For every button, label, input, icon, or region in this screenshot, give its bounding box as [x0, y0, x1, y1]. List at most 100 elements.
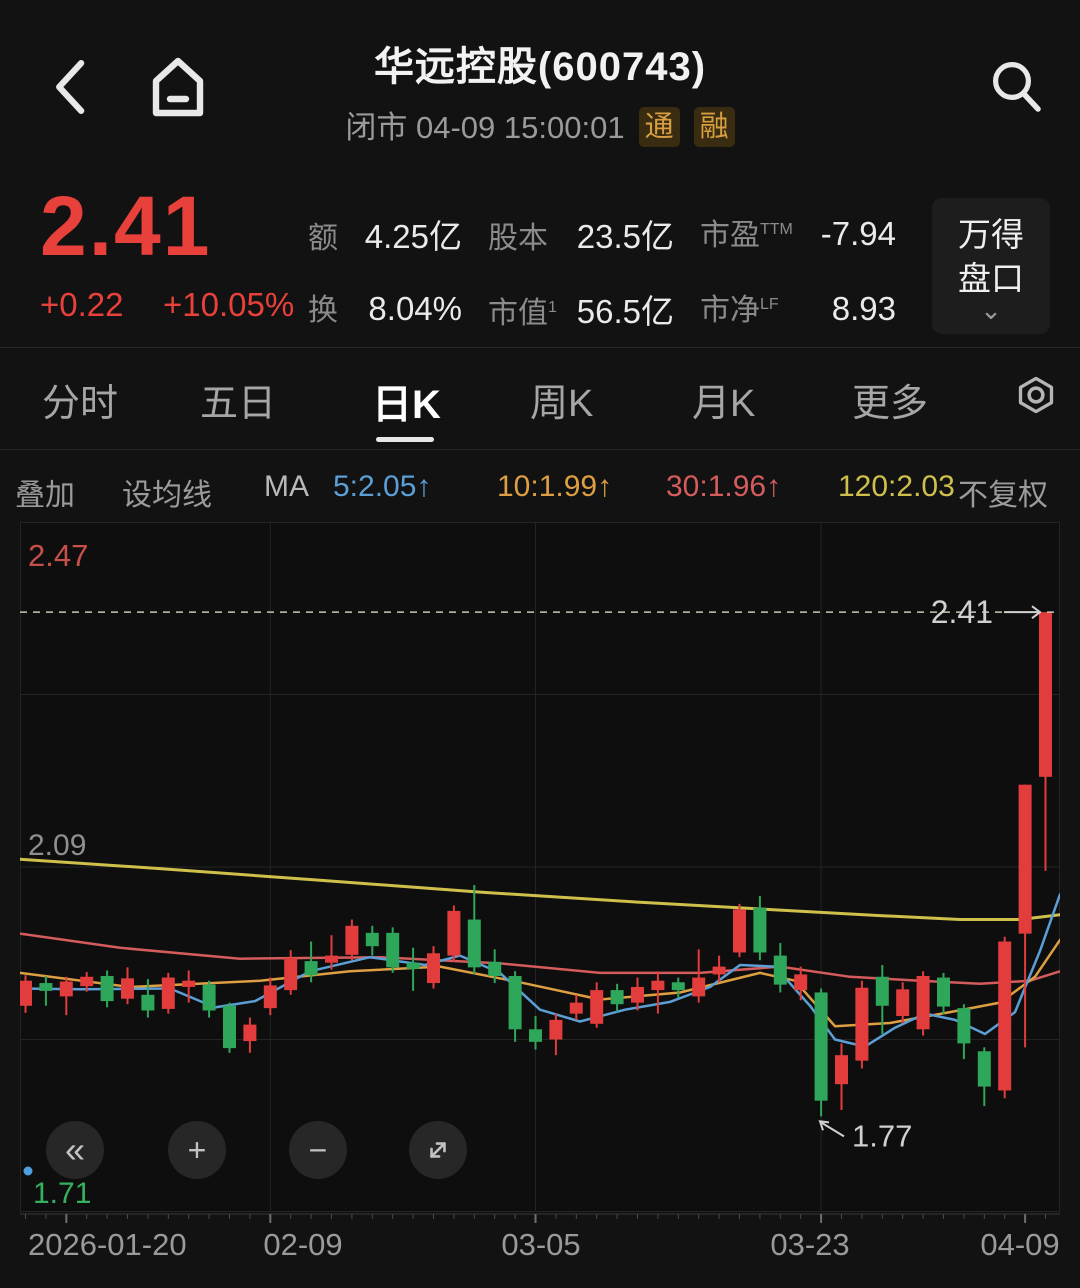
- candle-body: [223, 1005, 236, 1049]
- candle-body: [406, 962, 420, 969]
- tab-daily-k[interactable]: 日K: [372, 372, 441, 430]
- market-status: 闭市 04-09 15:00:01 通融: [0, 102, 1080, 147]
- tab-minute[interactable]: 分时: [42, 372, 118, 427]
- candle-body: [733, 909, 746, 953]
- last-price: 2.41: [40, 179, 212, 273]
- tab-more[interactable]: 更多: [852, 372, 928, 427]
- candle-body: [814, 992, 828, 1101]
- ma5-value: 5:2.05↑: [333, 470, 432, 503]
- candle-body: [447, 910, 461, 956]
- candle-body: [141, 994, 155, 1011]
- tab-5day[interactable]: 五日: [200, 372, 276, 427]
- candle-body: [794, 974, 808, 991]
- candle-body: [753, 907, 767, 953]
- kline-chart[interactable]: 2.41 2.47 2.09 1.77 1.71 2026-01-20 02-09 03-05…: [20, 522, 1060, 1267]
- candle-body: [671, 982, 685, 991]
- wande-line2: 盘口: [958, 260, 1024, 297]
- ma120-left-label: 2.09: [28, 829, 86, 862]
- low-arrow: [820, 1121, 845, 1138]
- date-label: 02-09: [263, 1227, 342, 1262]
- zoom-in-button[interactable]: +: [168, 1121, 226, 1179]
- candle-body: [284, 957, 298, 991]
- search-button[interactable]: [986, 56, 1046, 118]
- search-icon: [993, 61, 1041, 112]
- kline-settings-icon: [1018, 376, 1054, 414]
- candle-body: [121, 978, 134, 999]
- stat-amount: 额 4.25亿: [308, 218, 462, 255]
- candle-body: [345, 925, 359, 955]
- price-change-percent: +10.05%: [163, 286, 295, 323]
- candle-body: [590, 990, 604, 1024]
- candle-body: [508, 975, 522, 1030]
- candle-body: [977, 1051, 991, 1087]
- stat-market-cap: 市值1 56.5亿: [488, 293, 674, 330]
- price-change: +0.22: [40, 286, 124, 323]
- rewind-button[interactable]: «: [46, 1121, 104, 1179]
- candle-body: [549, 1019, 563, 1040]
- candle-body: [427, 953, 440, 984]
- market-status-text: 闭市 04-09 15:00:01: [345, 110, 625, 145]
- candle-body: [80, 976, 94, 987]
- overlay-button[interactable]: 叠加: [15, 470, 75, 514]
- candle-body: [263, 985, 277, 1009]
- low-annotation-label: 1.77: [852, 1118, 912, 1153]
- period-high-label: 2.47: [28, 538, 88, 573]
- wande-line1: 万得: [958, 216, 1024, 253]
- arrow-left-icon: [818, 1120, 830, 1131]
- wande-order-book-button[interactable]: 万得 盘口 ⌄: [932, 198, 1050, 334]
- plus-icon: +: [187, 1131, 207, 1168]
- candle-body: [569, 1002, 583, 1014]
- back-chevron-icon: [56, 59, 85, 114]
- candle-body: [386, 932, 400, 968]
- candle-body: [937, 977, 950, 1007]
- candle-body: [692, 977, 706, 997]
- badge-tong[interactable]: 通: [638, 107, 680, 147]
- ma-line-ma30: [20, 932, 1060, 986]
- candle-body: [916, 975, 930, 1030]
- expand-icon: [430, 1142, 446, 1158]
- back-button[interactable]: [48, 52, 96, 124]
- candle-body: [651, 980, 665, 991]
- badge-rong[interactable]: 融: [693, 107, 735, 147]
- candle-body: [998, 941, 1012, 1091]
- candle-body: [20, 980, 32, 1006]
- candle-body: [161, 977, 175, 1009]
- home-icon: [152, 57, 204, 116]
- stat-shares: 股本 23.5亿: [488, 218, 674, 255]
- rewind-icon: «: [64, 1129, 86, 1170]
- candle-body: [1018, 784, 1032, 934]
- ma30-value: 30:1.96↑: [666, 470, 782, 503]
- current-price-label: 2.41: [931, 594, 993, 630]
- candle-body: [39, 983, 53, 991]
- candle-body: [182, 980, 196, 987]
- active-tab-underline: [376, 437, 434, 442]
- expand-button[interactable]: [409, 1121, 467, 1179]
- candle-body: [610, 990, 624, 1005]
- ma120-value: 120:2.03: [838, 470, 955, 503]
- candle-body: [365, 932, 379, 947]
- cursor-dot: [23, 1166, 33, 1176]
- zoom-out-button[interactable]: −: [289, 1121, 347, 1179]
- chevron-down-icon: ⌄: [980, 295, 1002, 325]
- ma-label: MA: [264, 470, 309, 503]
- tab-weekly-k[interactable]: 周K: [530, 372, 593, 427]
- adjust-mode-button[interactable]: 不复权: [958, 470, 1048, 514]
- candle-body: [896, 989, 910, 1016]
- candle-body: [202, 984, 216, 1011]
- chart-settings-button[interactable]: [1014, 374, 1058, 418]
- candle-body: [773, 955, 787, 985]
- tab-monthly-k[interactable]: 月K: [692, 372, 755, 427]
- divider: [0, 347, 1080, 348]
- candle-body: [100, 975, 114, 1002]
- candle-body: [467, 919, 481, 968]
- date-label: 03-05: [501, 1227, 580, 1262]
- stat-pb-lf: 市净LF 8.93: [700, 290, 896, 327]
- candle-body: [875, 976, 889, 1006]
- home-button[interactable]: [144, 50, 212, 126]
- ma-line-ma120: [20, 857, 1060, 921]
- candle-body: [835, 1055, 848, 1085]
- set-ma-button[interactable]: 设均线: [122, 470, 212, 514]
- stat-pe-ttm: 市盈TTM -7.94: [700, 215, 896, 252]
- period-low-label: 1.71: [33, 1177, 91, 1210]
